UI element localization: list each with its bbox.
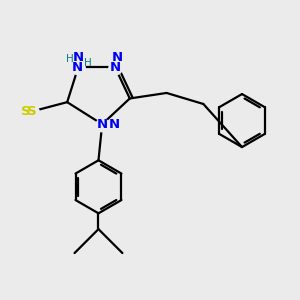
Text: N: N: [111, 50, 122, 64]
Text: N: N: [72, 61, 83, 74]
Text: N: N: [97, 118, 108, 131]
Text: S: S: [21, 105, 30, 118]
Text: N: N: [73, 51, 84, 64]
Text: ●: ●: [106, 58, 124, 77]
Text: ●: ●: [94, 115, 111, 134]
Text: ●: ●: [24, 102, 41, 121]
Text: N: N: [110, 61, 121, 74]
Text: H: H: [84, 58, 91, 68]
Text: H: H: [66, 54, 74, 64]
Text: ●: ●: [70, 58, 87, 77]
Text: S: S: [27, 105, 37, 118]
Text: N: N: [109, 118, 120, 131]
